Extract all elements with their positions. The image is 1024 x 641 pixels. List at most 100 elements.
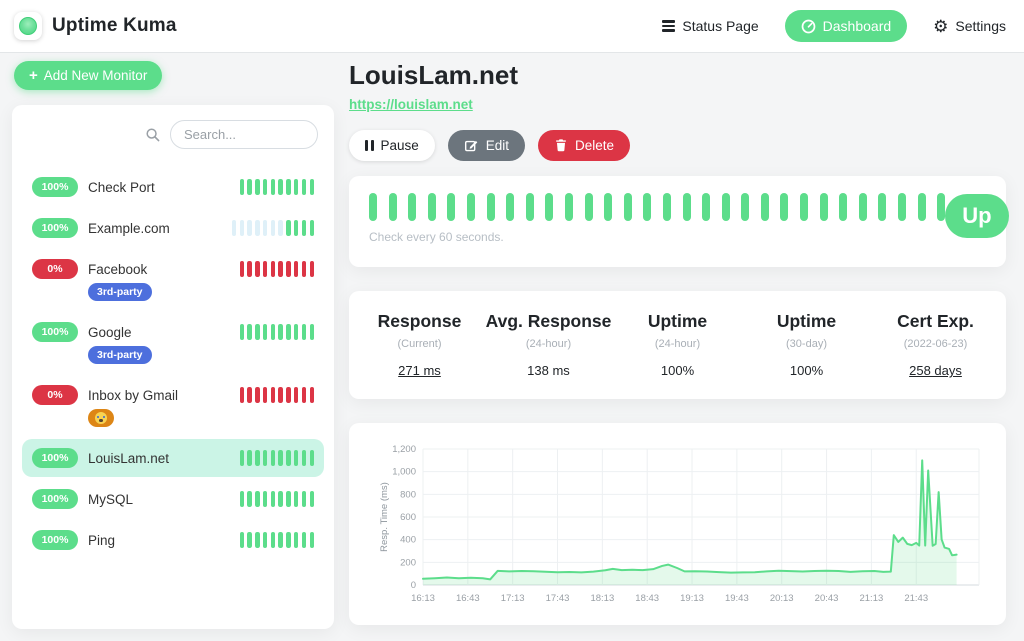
svg-text:1,000: 1,000 <box>392 467 416 478</box>
stat-value[interactable]: 271 ms <box>398 363 441 379</box>
heartbeat-up <box>466 192 475 221</box>
response-time-chart: 0 200 400 600 800 1,000 1,200 16:13 16:43 17:13 17… <box>379 444 980 604</box>
monitor-name: Example.com <box>88 220 170 236</box>
heartbeat-up <box>294 450 299 466</box>
tag-row: 3rd-party <box>88 283 314 301</box>
heartbeat-down <box>247 387 252 403</box>
nav-settings[interactable]: ⚙ Settings <box>933 18 1006 35</box>
heartbeat-down <box>309 261 314 277</box>
stat-label: Avg. Response <box>485 311 612 332</box>
heartbeat-down <box>262 387 268 403</box>
sidebar: + Add New Monitor 100% Check Port 100% Exam… <box>12 61 334 629</box>
monitor-row: 100% Check Port <box>32 177 314 197</box>
monitor-row: 100% MySQL <box>32 489 314 509</box>
monitor-name: LouisLam.net <box>88 450 170 466</box>
monitor-list-item[interactable]: 100% LouisLam.net <box>22 439 324 477</box>
monitor-list-item[interactable]: 0% Inbox by Gmail <box>22 376 324 436</box>
monitor-list-item[interactable]: 100% Google 3rd-party <box>22 313 324 373</box>
stat-label: Uptime <box>776 311 837 332</box>
brand: Uptime Kuma <box>14 12 177 40</box>
heartbeat-up <box>564 192 573 221</box>
delete-button[interactable]: Delete <box>538 129 631 161</box>
monitor-list-item[interactable]: 100% MySQL <box>22 480 324 518</box>
stat-sublabel: (30-day) <box>786 338 827 351</box>
monitor-row: 100% Ping <box>32 530 314 550</box>
heartbeat-up <box>255 450 260 466</box>
heartbeat-up <box>294 220 299 236</box>
heartbeat-up <box>309 450 314 466</box>
stat-column: Response (Current) 271 ms <box>355 311 484 378</box>
heartbeat-bar-small <box>239 491 314 507</box>
heartbeat-up <box>760 192 769 221</box>
uptime-badge: 100% <box>32 177 78 197</box>
svg-text:21:43: 21:43 <box>904 593 928 604</box>
edit-button[interactable]: Edit <box>447 129 526 161</box>
heartbeat-up <box>819 192 828 221</box>
stat-value: 138 ms <box>527 363 570 379</box>
heartbeat-up <box>721 192 730 221</box>
heartbeat-up <box>239 450 244 466</box>
monitor-url-link[interactable]: https://louislam.net <box>349 96 473 112</box>
heartbeat-down <box>309 387 314 403</box>
heartbeat-up <box>286 324 291 340</box>
heartbeat-up <box>270 450 276 466</box>
uptime-badge: 100% <box>32 489 78 509</box>
heartbeat-up <box>800 192 809 221</box>
monitor-list-item[interactable]: 0% Facebook 3rd-party <box>22 250 324 310</box>
heartbeat-empty <box>247 220 252 236</box>
heartbeat-up <box>278 491 283 507</box>
heartbeat-empty <box>231 220 237 236</box>
heartbeat-empty <box>239 220 244 236</box>
heartbeat-bar-small <box>239 450 314 466</box>
stat-sublabel: (24-hour) <box>654 338 701 351</box>
add-new-monitor-label: Add New Monitor <box>43 68 148 83</box>
heartbeat-up <box>286 491 291 507</box>
nav-dashboard[interactable]: Dashboard <box>784 10 908 42</box>
svg-text:600: 600 <box>400 512 416 523</box>
heartbeat-up <box>294 324 299 340</box>
heartbeat-up <box>623 192 632 221</box>
add-new-monitor-button[interactable]: + Add New Monitor <box>14 61 163 90</box>
heartbeat-up <box>525 192 534 221</box>
heartbeat-empty <box>278 220 283 236</box>
nav-status-page[interactable]: Status Page <box>662 18 759 34</box>
svg-text:20:13: 20:13 <box>770 593 794 604</box>
crying-emoji-icon <box>95 412 107 424</box>
heartbeat-up <box>858 192 867 221</box>
heartbeat-up <box>239 179 244 195</box>
status-badge: Up <box>945 193 1009 238</box>
heartbeat-down <box>239 387 244 403</box>
heartbeat-up <box>878 192 887 221</box>
stats-card: Response (Current) 271 ms Avg. Response (24-… <box>349 290 1006 399</box>
heartbeat-up <box>839 192 848 221</box>
svg-text:20:43: 20:43 <box>815 593 839 604</box>
heartbeat-up <box>584 192 593 221</box>
svg-text:21:13: 21:13 <box>859 593 883 604</box>
heartbeat-up <box>309 179 314 195</box>
heartbeat-up <box>255 324 260 340</box>
heartbeat-down <box>262 261 268 277</box>
monitor-list-item[interactable]: 100% Ping <box>22 521 324 559</box>
monitor-list-item[interactable]: 100% Check Port <box>22 168 324 206</box>
heartbeat-down <box>270 387 276 403</box>
heartbeat-up <box>898 192 907 221</box>
svg-text:17:13: 17:13 <box>501 593 525 604</box>
search-icon <box>146 127 160 141</box>
uptime-badge: 100% <box>32 530 78 550</box>
heartbeat-up <box>604 192 613 221</box>
monitor-list-item[interactable]: 100% Example.com <box>22 209 324 247</box>
svg-text:18:13: 18:13 <box>590 593 614 604</box>
stat-value[interactable]: 258 days <box>909 363 962 379</box>
monitor-name: Ping <box>88 532 116 548</box>
search-input[interactable] <box>170 120 318 149</box>
pause-button[interactable]: Pause <box>349 129 435 161</box>
heartbeat-up <box>309 324 314 340</box>
heartbeat-up <box>741 192 750 221</box>
heartbeat-up <box>286 450 291 466</box>
heartbeat-empty <box>270 220 276 236</box>
nav-dashboard-label: Dashboard <box>822 18 892 34</box>
heartbeat-down <box>255 261 260 277</box>
uptime-badge: 100% <box>32 448 78 468</box>
heartbeat-down <box>294 387 299 403</box>
monitor-row: 100% Google <box>32 322 314 342</box>
